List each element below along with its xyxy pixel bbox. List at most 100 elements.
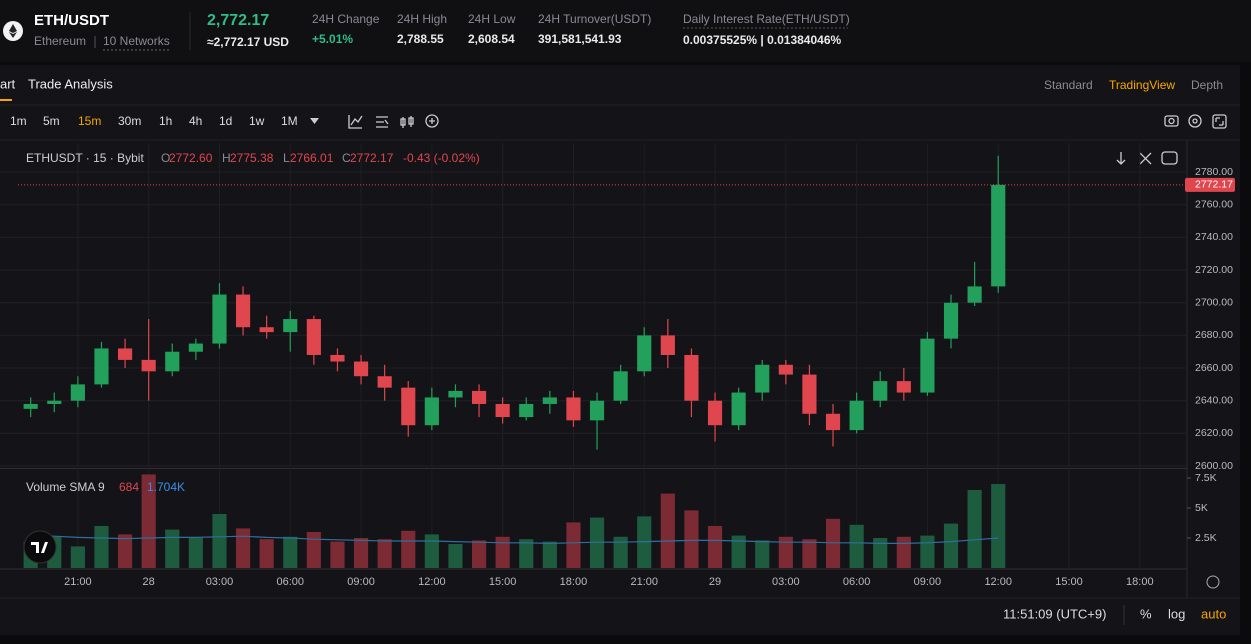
interval[interactable]: 1m	[10, 114, 27, 128]
volume-bar	[943, 523, 959, 568]
dropdown-caret[interactable]	[310, 118, 319, 124]
volume-bar	[235, 528, 251, 568]
candle-body	[802, 374, 817, 414]
x-tick-label: 29	[709, 576, 721, 588]
auto-toggle[interactable]: auto	[1201, 606, 1226, 621]
candle-body	[825, 413, 841, 431]
settings-icon[interactable]	[1188, 114, 1202, 128]
volume-bar	[259, 539, 274, 568]
volume-bar	[778, 536, 793, 568]
interval[interactable]: 1d	[219, 114, 232, 128]
template-icon[interactable]	[376, 116, 389, 128]
candle-body	[353, 361, 369, 377]
interval[interactable]: 4h	[189, 114, 202, 128]
legend-value: 2772.60	[169, 151, 213, 165]
legend-key: L	[283, 151, 290, 165]
volume-bar	[849, 524, 864, 568]
indicator-icon[interactable]	[348, 115, 363, 129]
volume-bar	[330, 541, 345, 568]
volume-bar	[542, 541, 557, 568]
percent-toggle[interactable]: %	[1140, 606, 1152, 621]
pane-down[interactable]	[1116, 152, 1126, 165]
view-option[interactable]: Depth	[1191, 78, 1223, 92]
view-option[interactable]: TradingView	[1109, 78, 1175, 92]
candle-body	[920, 338, 935, 393]
y-tick-label: 2740.00	[1195, 231, 1233, 243]
tab[interactable]: Trade Analysis	[28, 76, 113, 91]
volume-bar	[707, 526, 723, 568]
pane-collapse[interactable]	[1139, 152, 1152, 165]
add-icon[interactable]	[425, 114, 439, 128]
networks[interactable]: 10 Networks	[103, 34, 170, 48]
fullscreen-icon[interactable]	[1212, 114, 1227, 129]
candle-body	[47, 400, 62, 404]
volume-bar	[471, 540, 487, 568]
view-option[interactable]: Standard	[1044, 78, 1093, 92]
candle-body	[117, 348, 133, 360]
interval[interactable]: 30m	[118, 114, 141, 128]
tab[interactable]: art	[0, 76, 16, 91]
volume-bar	[353, 538, 369, 568]
asset: Ethereum	[34, 34, 86, 48]
interval[interactable]: 5m	[43, 114, 60, 128]
candle-icon[interactable]	[400, 116, 414, 128]
y-tick-label: 2660.00	[1195, 362, 1233, 374]
volume-tick-label: 5K	[1195, 502, 1208, 514]
legend-key: C	[342, 151, 351, 165]
volume-bar	[377, 539, 392, 568]
interval[interactable]: 15m	[78, 114, 101, 128]
x-tick-label: 06:00	[276, 576, 304, 588]
plot: 21:00 28 03:00 06:00 09:00 12:00 15:00 18:00 21:…	[0, 143, 1235, 588]
legend-key: O	[161, 151, 170, 165]
camera-icon[interactable]	[1164, 115, 1179, 127]
candle-body	[94, 348, 109, 385]
volume-bar	[424, 534, 439, 568]
y-tick-label: 2700.00	[1195, 297, 1233, 309]
axis-settings[interactable]	[1206, 575, 1220, 589]
volume-bar	[896, 536, 911, 568]
candle-body	[542, 397, 557, 404]
interval[interactable]: 1M	[281, 114, 298, 128]
candle-body	[991, 184, 1006, 287]
volume-bar	[283, 536, 298, 568]
volume-bar	[991, 484, 1006, 568]
volume-tick-label: 2.5K	[1195, 532, 1217, 544]
x-tick-label: 06:00	[843, 576, 871, 588]
volume-bar	[306, 532, 321, 568]
y-tick-label: 2640.00	[1195, 394, 1233, 406]
interval[interactable]: 1h	[159, 114, 172, 128]
legend-value: 2766.01	[290, 151, 334, 165]
candle-body	[495, 403, 510, 418]
candle-body	[896, 381, 911, 393]
candle-body	[849, 400, 864, 431]
last-price: 2,772.17	[207, 12, 269, 29]
candle-body	[613, 371, 628, 401]
volume-tick-label: 7.5K	[1195, 472, 1217, 484]
pair[interactable]: ETH/USDT	[34, 12, 109, 29]
volume-legend: Volume SMA 9	[26, 480, 105, 494]
x-tick-label: 18:00	[560, 576, 588, 588]
pane-maximize[interactable]	[1161, 151, 1178, 165]
volume-bar	[660, 493, 675, 568]
volume-bar	[94, 526, 109, 568]
candle-body	[519, 403, 534, 418]
log-toggle[interactable]: log	[1168, 606, 1185, 621]
candle-body	[424, 397, 439, 426]
last-price-label: 2772.17	[1195, 179, 1233, 191]
interval[interactable]: 1w	[249, 114, 265, 128]
stat-label: 24H Change	[312, 12, 380, 26]
candle-body	[589, 400, 605, 421]
x-tick-label: 12:00	[418, 576, 446, 588]
candle-body	[684, 354, 699, 401]
x-tick-label: 18:00	[1126, 576, 1154, 588]
candle-body	[566, 397, 581, 421]
volume-bar	[212, 514, 227, 568]
candle-body	[165, 351, 180, 372]
y-tick-label: 2720.00	[1195, 264, 1233, 276]
x-tick-label: 21:00	[630, 576, 658, 588]
volume-bar	[70, 546, 85, 568]
last-price-box	[1185, 177, 1235, 192]
volume-bar	[495, 536, 510, 568]
candle-body	[731, 392, 746, 426]
